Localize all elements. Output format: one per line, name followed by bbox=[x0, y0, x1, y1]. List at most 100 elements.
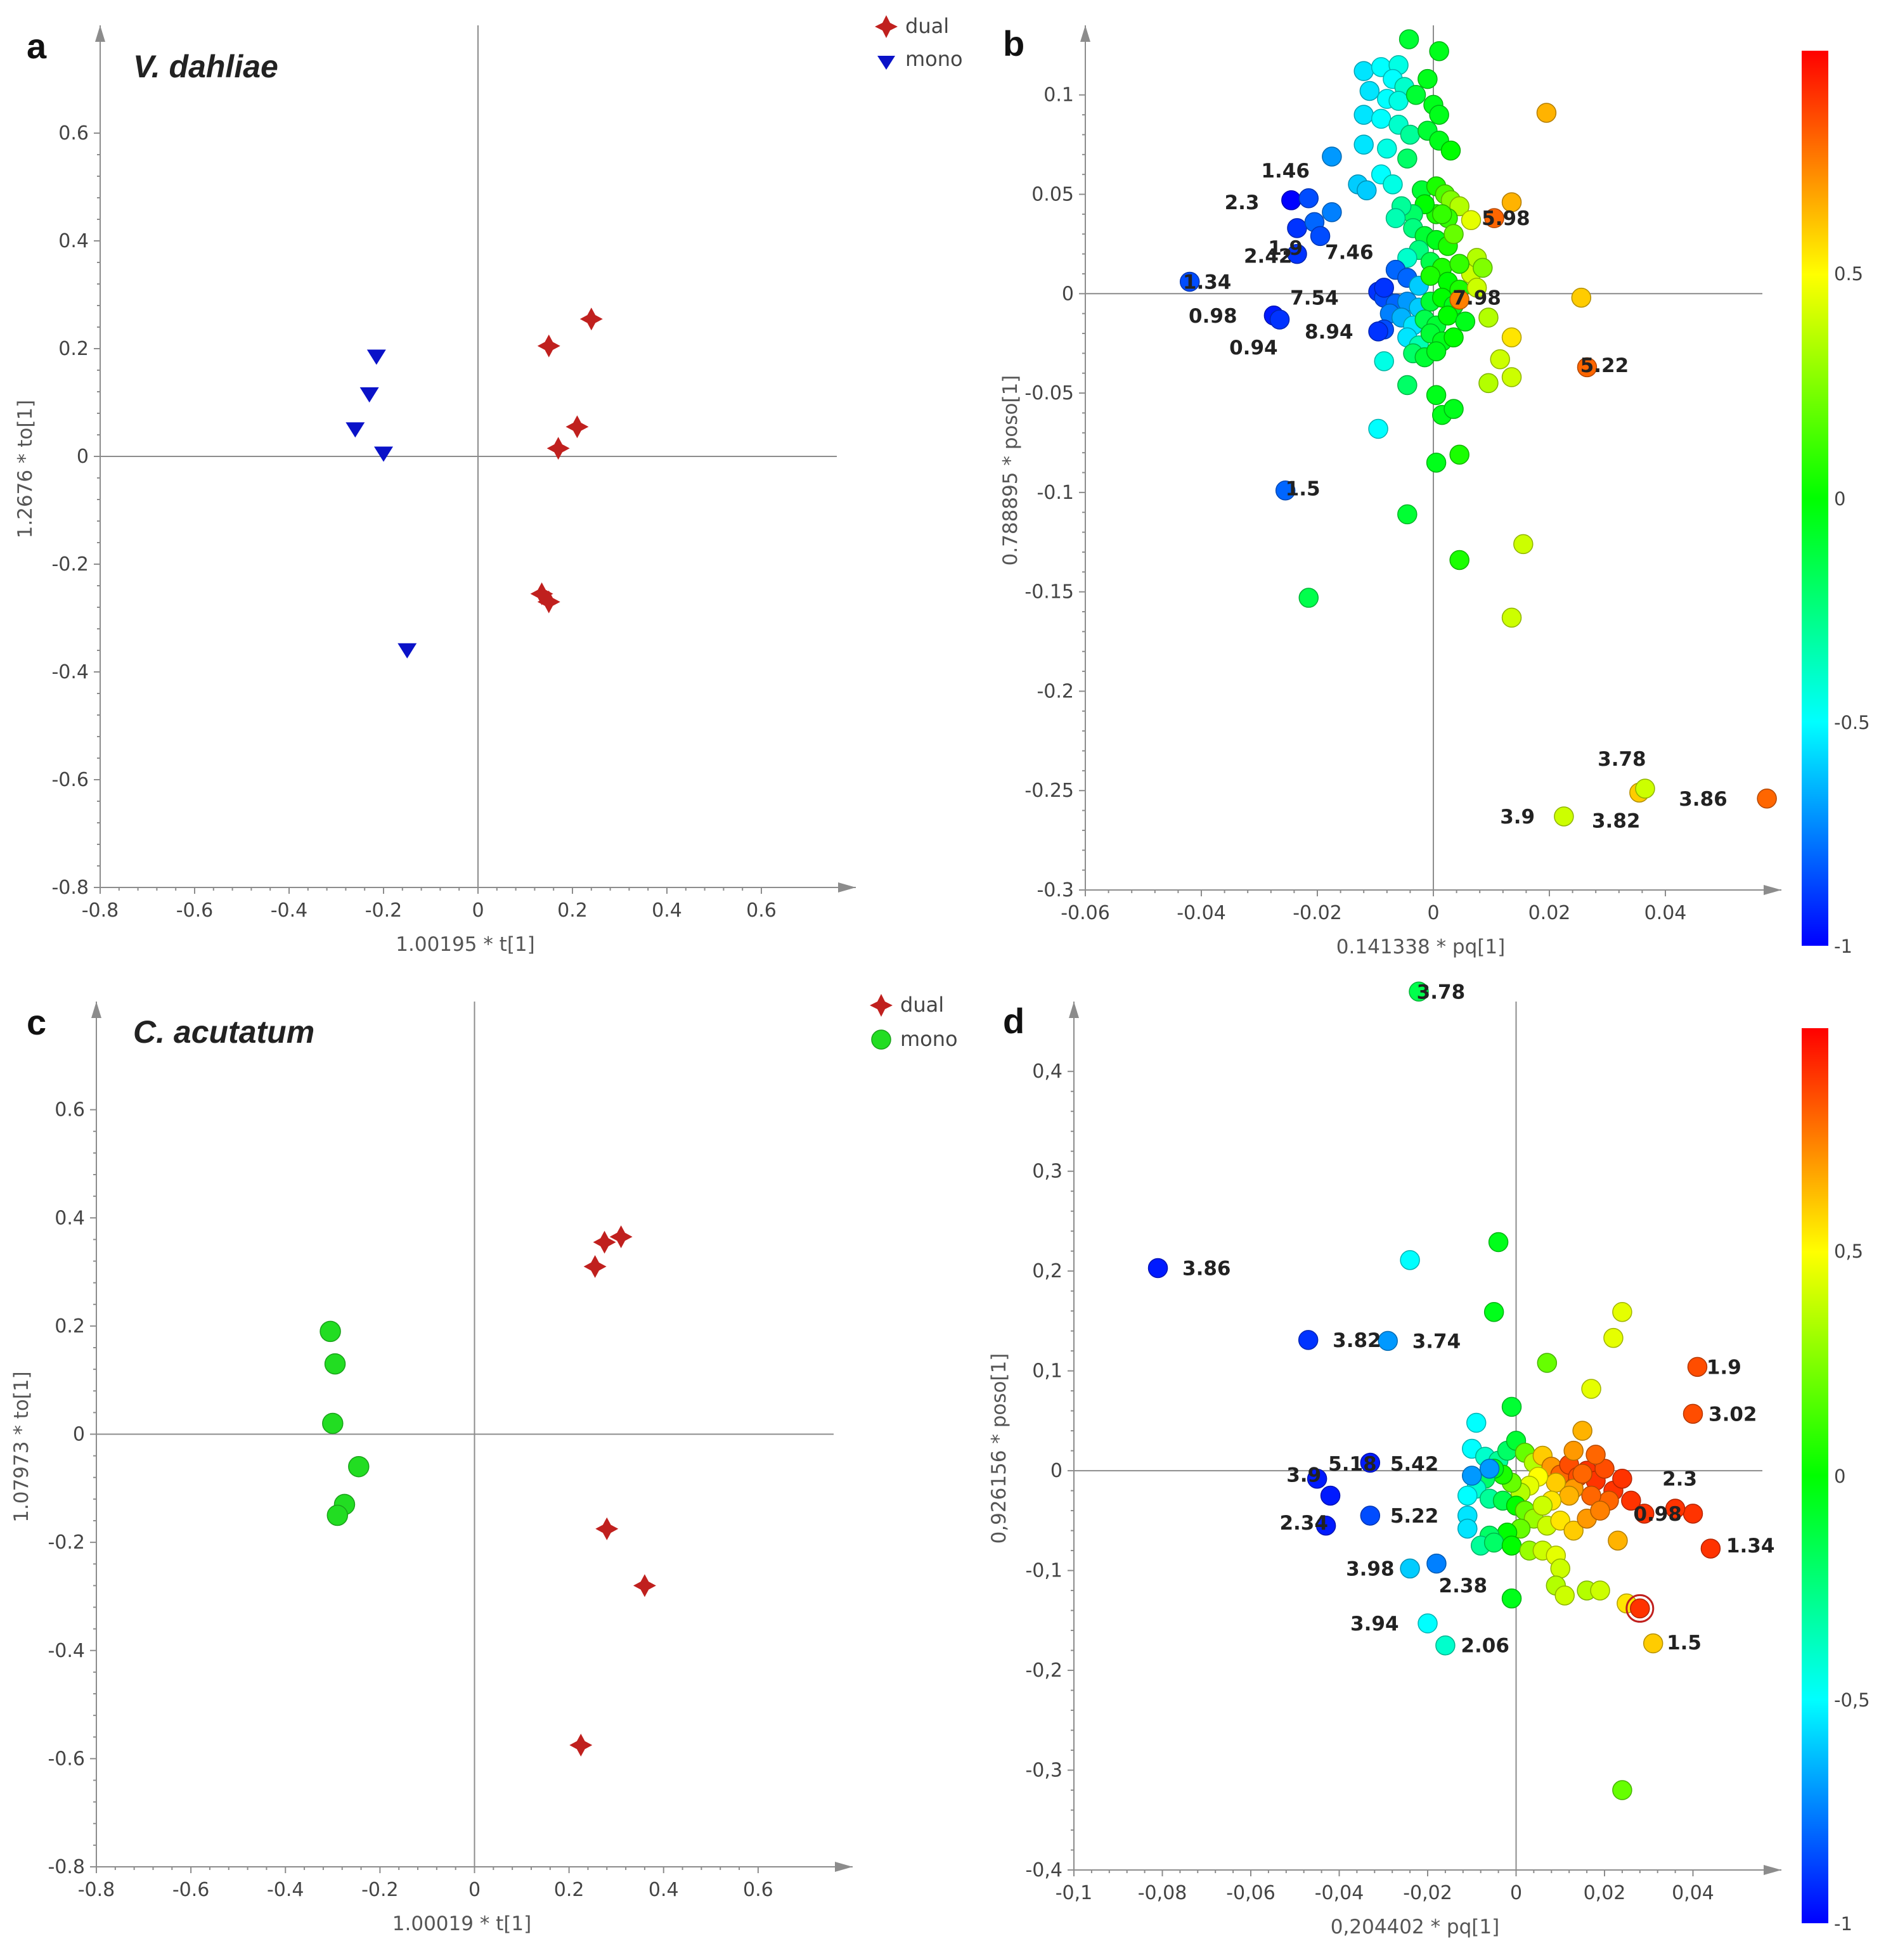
loading-point bbox=[1315, 1515, 1336, 1536]
y-tick-label: -0,1 bbox=[1025, 1560, 1062, 1582]
loading-point bbox=[1581, 1485, 1601, 1506]
point-label: 0.98 bbox=[1189, 305, 1237, 328]
x-tick-label: -0.4 bbox=[267, 1879, 304, 1901]
y-tick-label: 0.2 bbox=[58, 338, 89, 360]
point-label: 3.02 bbox=[1708, 1403, 1757, 1426]
loading-point bbox=[1449, 289, 1469, 310]
y-tick-label: 0,2 bbox=[1032, 1260, 1062, 1282]
y-tick-label: 0.6 bbox=[58, 122, 89, 145]
y-tick-label: 0.4 bbox=[55, 1207, 85, 1229]
loading-point bbox=[1483, 1301, 1504, 1322]
y-tick-label: 0,1 bbox=[1032, 1360, 1062, 1383]
y-axis-arrow bbox=[1080, 25, 1090, 42]
point-label: 1.46 bbox=[1261, 160, 1310, 183]
x-tick-label: -0.4 bbox=[271, 899, 308, 922]
y-tick-label: 0 bbox=[1062, 283, 1074, 305]
loading-point bbox=[1466, 278, 1487, 298]
point-label: 3.9 bbox=[1500, 806, 1535, 828]
x-tick-label: -0,02 bbox=[1403, 1882, 1452, 1904]
point-label: 3.98 bbox=[1346, 1557, 1395, 1580]
loading-point bbox=[1700, 1538, 1721, 1559]
loading-point bbox=[1513, 534, 1534, 555]
loading-point bbox=[1457, 1518, 1478, 1539]
point-label: 8.94 bbox=[1305, 321, 1353, 344]
loading-point bbox=[1405, 84, 1426, 105]
loading-point bbox=[1322, 202, 1342, 222]
loading-point bbox=[1461, 210, 1482, 231]
point-dual bbox=[537, 590, 560, 614]
loading-point bbox=[1490, 349, 1510, 370]
species-title-a: V. dahliae bbox=[133, 49, 278, 84]
loading-point bbox=[1426, 1553, 1447, 1574]
loading-point bbox=[1357, 180, 1377, 201]
loading-point bbox=[1298, 1330, 1319, 1350]
loading-point bbox=[1683, 1403, 1703, 1424]
loading-point bbox=[1444, 224, 1464, 244]
loading-point bbox=[1359, 81, 1380, 101]
loading-point bbox=[1621, 1490, 1641, 1511]
loading-point bbox=[1388, 91, 1409, 111]
loading-point bbox=[1378, 1331, 1398, 1351]
loading-point bbox=[1383, 174, 1403, 195]
x-tick-label: 0 bbox=[1427, 902, 1439, 924]
x-axis-label: 0,204402 * pq[1] bbox=[1331, 1916, 1499, 1938]
legend-c-dual-label: dual bbox=[900, 993, 944, 1017]
loading-point bbox=[1444, 399, 1464, 419]
loading-point bbox=[1179, 271, 1200, 292]
loading-point bbox=[1466, 1412, 1487, 1433]
loading-point bbox=[1563, 1440, 1584, 1461]
loading-point bbox=[1550, 1511, 1570, 1531]
x-tick-label: 0.2 bbox=[554, 1879, 585, 1901]
x-axis-arrow bbox=[1764, 885, 1781, 895]
point-dual bbox=[546, 437, 570, 460]
y-tick-label: 0.2 bbox=[55, 1315, 85, 1338]
loading-point bbox=[1532, 1495, 1553, 1516]
y-axis-label: 0.788895 * poso[1] bbox=[999, 375, 1022, 566]
y-tick-label: -0,3 bbox=[1025, 1760, 1062, 1782]
y-tick-label: 0,3 bbox=[1032, 1161, 1062, 1183]
point-dual bbox=[530, 582, 553, 605]
x-tick-label: -0.02 bbox=[1293, 902, 1342, 924]
point-dual bbox=[583, 1255, 607, 1279]
loading-point bbox=[1371, 108, 1392, 129]
point-label: 3.78 bbox=[1598, 748, 1646, 771]
selected-point-ring bbox=[1625, 1594, 1655, 1623]
colorbar-b: 0.5 0 -0.5 -1 bbox=[1802, 51, 1870, 957]
loading-point bbox=[1435, 1635, 1456, 1656]
point-dual bbox=[579, 307, 603, 331]
loading-point bbox=[1501, 327, 1522, 348]
loading-point bbox=[1478, 373, 1499, 394]
point-mono bbox=[322, 1412, 344, 1435]
loading-point bbox=[1400, 1558, 1420, 1579]
point-dual bbox=[595, 1517, 619, 1540]
y-tick-label: -0,4 bbox=[1025, 1859, 1062, 1881]
y-tick-label: -0.15 bbox=[1024, 581, 1074, 603]
loading-point bbox=[1501, 1588, 1522, 1609]
loading-point bbox=[1368, 418, 1388, 439]
x-tick-label: 0,04 bbox=[1672, 1882, 1714, 1904]
x-tick-label: 0.2 bbox=[557, 899, 588, 922]
loading-point bbox=[1536, 103, 1557, 123]
loading-point bbox=[1400, 124, 1421, 145]
point-label: 3.82 bbox=[1592, 809, 1641, 832]
panel-tag-b: b bbox=[1003, 23, 1024, 63]
x-tick-label: 0.6 bbox=[743, 1879, 773, 1901]
point-label: 2.34 bbox=[1279, 1512, 1328, 1535]
loading-point bbox=[1426, 385, 1447, 405]
colorbar-d-tick-m1: -1 bbox=[1834, 1913, 1852, 1935]
colorbar-b-tick-m1: -1 bbox=[1834, 936, 1852, 957]
loading-point bbox=[1586, 1445, 1606, 1465]
point-label: 5.22 bbox=[1580, 354, 1629, 377]
loading-point bbox=[1581, 1379, 1601, 1399]
point-label: 3.74 bbox=[1412, 1330, 1461, 1353]
x-tick-label: -0,06 bbox=[1226, 1882, 1276, 1904]
loading-point bbox=[1269, 309, 1290, 330]
y-axis-label: 0,926156 * poso[1] bbox=[988, 1353, 1011, 1544]
loading-point bbox=[1537, 1353, 1558, 1373]
x-tick-label: 0.4 bbox=[652, 899, 682, 922]
x-axis-label: 1.00195 * t[1] bbox=[396, 933, 534, 956]
loading-point bbox=[1281, 190, 1301, 210]
y-tick-label: 0.05 bbox=[1031, 184, 1074, 206]
colorbar-b-tick-0: 0 bbox=[1834, 488, 1845, 510]
